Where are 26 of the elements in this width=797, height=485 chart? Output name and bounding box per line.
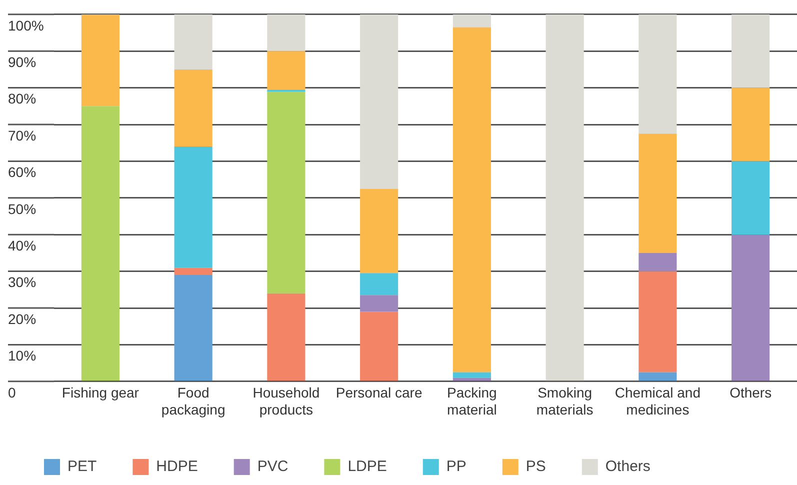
y-tick-label: 80% — [8, 90, 36, 107]
y-tick-label: 40% — [8, 237, 36, 254]
y-tick-label: 90% — [8, 54, 36, 70]
legend-label: LDPE — [348, 458, 387, 476]
y-tick-label: 50% — [8, 200, 36, 217]
x-tick-label: Smoking materials — [536, 384, 594, 418]
x-tick-label: Others — [730, 384, 772, 401]
y-tick-label: 70% — [8, 127, 36, 144]
y-tick-label: 0 — [8, 384, 16, 400]
x-tick-label: Household products — [252, 384, 320, 418]
legend-label: HDPE — [156, 458, 198, 476]
legend-label: PS — [526, 458, 546, 476]
x-tick-label: Food packaging — [161, 384, 226, 418]
y-tick-label: 10% — [8, 348, 36, 364]
x-tick-label: Fishing gear — [62, 384, 140, 401]
y-tick-label: 30% — [8, 274, 36, 290]
y-tick-label: 100% — [8, 17, 44, 34]
y-tick-label: 60% — [8, 164, 36, 180]
x-tick-label: Chemical and medicines — [614, 384, 700, 418]
x-tick-label: Packing material — [447, 384, 497, 418]
legend-label: PP — [446, 458, 466, 476]
legend-label: PET — [68, 458, 97, 476]
y-tick-label: 20% — [8, 310, 36, 327]
legend-label: Others — [605, 458, 650, 476]
legend-label: PVC — [257, 458, 288, 476]
x-tick-label: Personal care — [336, 384, 422, 401]
